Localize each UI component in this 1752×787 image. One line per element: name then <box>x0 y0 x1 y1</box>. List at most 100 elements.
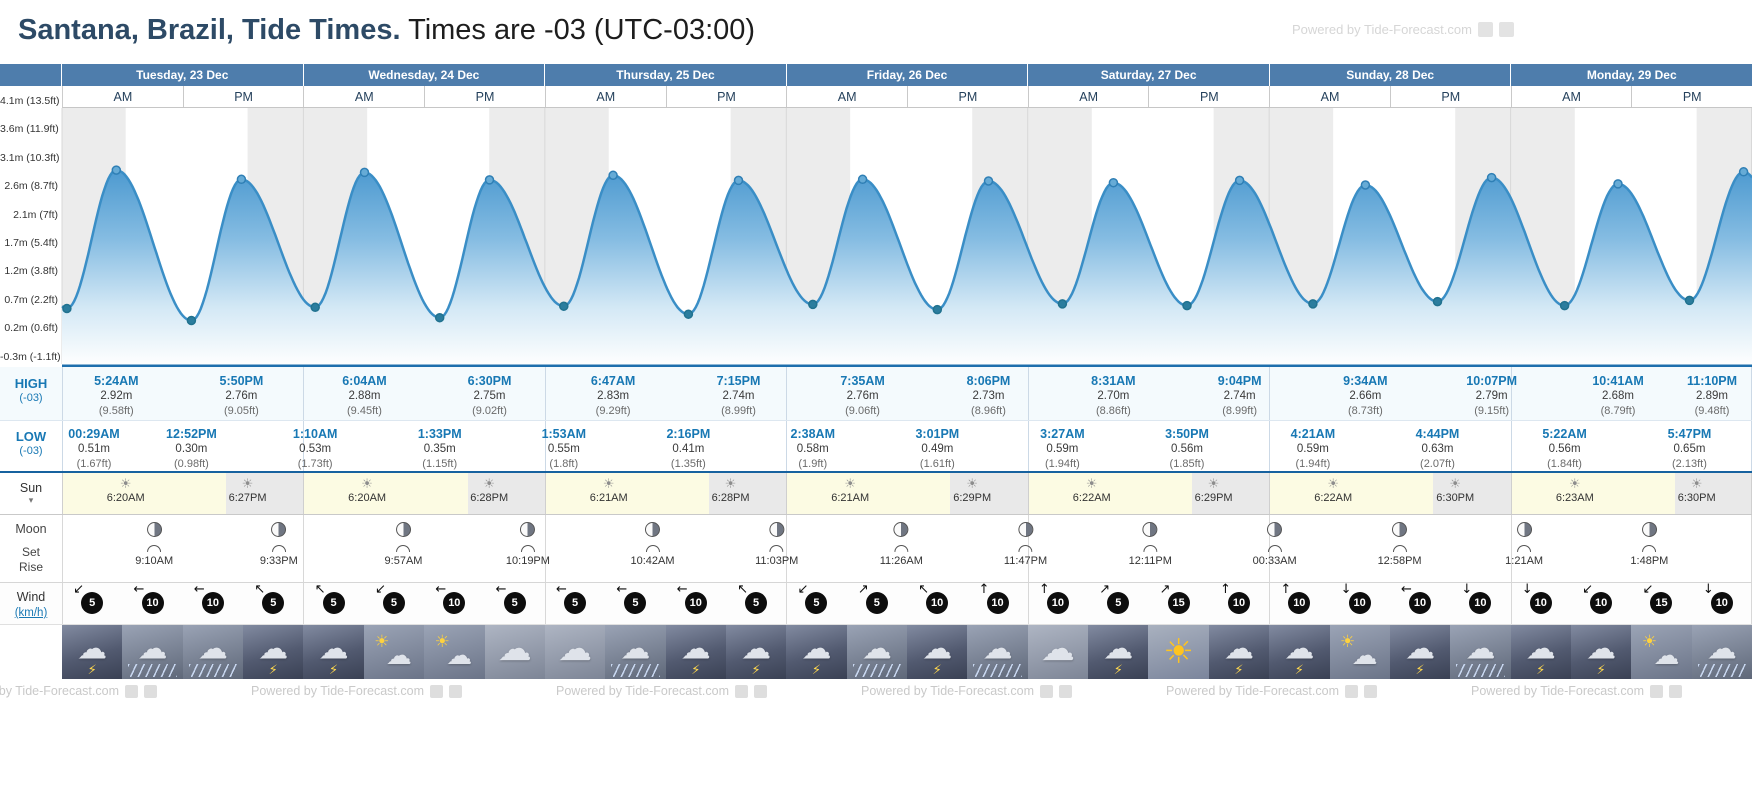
share-icon <box>449 684 462 698</box>
weather-row: ☁ ⚡ ☁ ☁ ☁ ⚡ ☁ ⚡ ☀ ☁ ☀ ☁ ☁ ☁ ☁ ☁ ⚡ ☁ ⚡ ☁ ⚡ ☁ ☁ ⚡ ☁ ☁ ☁ ⚡ ☀ ☁ ⚡ ☁ ⚡ ☀ ☁ ☁ ⚡ ☁ ☁ ⚡… <box>62 625 1752 679</box>
dusk-band <box>950 473 1028 514</box>
sunrise-time: 6:20AM <box>106 492 145 504</box>
y-axis-label: 3.6m (11.9ft) <box>0 123 59 136</box>
tide-height-m: 0.59m <box>1296 443 1329 455</box>
weather-icon-cloud: ☁ <box>484 625 545 679</box>
sun-row: Sun ▾ ☀ 6:20AM ☀ 6:27PM ☀ 6:20AM ☀ 6:28PM ☀ 6:21A… <box>0 473 1752 515</box>
chevron-down-icon: ▾ <box>28 495 34 506</box>
weather-icon-rain: ☁ <box>122 625 183 679</box>
wind-direction-arrow: ← <box>1401 582 1412 597</box>
tide-height-m: 2.75m <box>473 390 506 402</box>
sunrise-icon: ☀ <box>1085 477 1098 492</box>
sunset-time: 6:29PM <box>1194 492 1233 504</box>
tide-height-m: 2.79m <box>1475 390 1508 402</box>
tide-time: 2:38AM <box>790 427 835 441</box>
tide-height-ft: (8.99ft) <box>1222 404 1258 417</box>
moon-time: 12:58PM <box>1377 555 1422 567</box>
watermark-text: Powered by Tide-Forecast.com <box>251 684 424 698</box>
column-header-pm: PM <box>1682 89 1702 104</box>
moonrise-set-icon <box>147 545 162 552</box>
wind-direction-arrow: ↗ <box>1159 582 1171 597</box>
lightning-icon: ⚡ <box>1536 663 1546 678</box>
wind-direction-arrow: ↙ <box>73 582 85 597</box>
sun-icon: ☀ <box>1641 632 1658 653</box>
weather-icon-storm: ☁ ⚡ <box>907 625 968 679</box>
sun-row-toggle[interactable]: Sun ▾ <box>0 481 62 505</box>
high-tide-point <box>1108 177 1119 188</box>
rain-streaks-icon <box>852 664 902 677</box>
day-divider <box>303 515 305 582</box>
wind-indicator: ↑ 10 <box>1039 582 1069 614</box>
wind-indicator: ← 10 <box>435 582 466 614</box>
tide-height-ft: (9.15ft) <box>1474 404 1510 417</box>
share-icon <box>1498 22 1514 37</box>
share-icon <box>1345 684 1358 698</box>
high-tide-point <box>1360 180 1371 190</box>
sunset-time: 6:27PM <box>228 492 267 504</box>
high-tide-label: HIGH (-03) <box>0 376 62 406</box>
tide-low-entry: 4:21AM 0.59m (1.94ft) <box>1291 426 1335 471</box>
wind-indicator: ↗ 15 <box>1160 582 1190 614</box>
high-tide-point <box>111 165 122 175</box>
wind-direction-arrow: ↖ <box>314 582 326 597</box>
weather-icon-rain: ☁ <box>182 625 244 679</box>
tide-height-ft: (1.67ft) <box>76 457 112 470</box>
sun-label-text: Sun <box>19 481 43 495</box>
day-divider <box>1510 367 1512 420</box>
wind-speed: 10 <box>1474 597 1487 609</box>
weather-icon-storm: ☁ ⚡ <box>1389 625 1451 679</box>
sunrise-group: ☀ 6:21AM <box>590 478 628 505</box>
weather-icon-storm: ☁ ⚡ <box>243 625 304 679</box>
column-header-pm: PM <box>184 86 305 107</box>
moon-set-label: Set <box>21 544 40 559</box>
tide-height-m: 0.65m <box>1673 443 1706 455</box>
wind-direction-arrow: ↗ <box>1099 582 1111 597</box>
wind-speed: 5 <box>270 597 277 609</box>
moon-phase-icon <box>1641 522 1657 537</box>
moon-event-group: 11:26AM <box>880 522 923 567</box>
tide-height-m: 0.30m <box>175 443 208 455</box>
tide-height-m: 2.89m <box>1696 390 1728 402</box>
moonrise-set-icon <box>645 545 660 552</box>
tide-height-ft: (9.48ft) <box>1694 404 1730 417</box>
moonrise-set-icon <box>1392 545 1407 552</box>
weather-icon-storm: ☁ ⚡ <box>725 625 787 679</box>
wind-direction-arrow: ← <box>556 582 567 597</box>
day-divider <box>544 583 546 624</box>
storm-cloud-icon: ☁ <box>1405 631 1436 667</box>
share-icon <box>144 684 157 698</box>
tide-time: 8:31AM <box>1091 374 1136 388</box>
dusk-band <box>709 473 787 514</box>
wind-speed: 10 <box>1594 597 1608 609</box>
y-axis-label: 4.1m (13.5ft) <box>0 94 60 107</box>
column-header-am: AM <box>1512 86 1633 107</box>
tide-time: 3:01PM <box>915 427 960 441</box>
day-header-0: Tuesday, 23 Dec <box>62 64 304 86</box>
wind-speed: 10 <box>1413 597 1427 609</box>
high-tide-point <box>983 176 994 186</box>
sunset-group: ☀ 6:28PM <box>712 478 750 505</box>
weather-icon-storm: ☁ ⚡ <box>665 625 726 679</box>
storm-cloud-icon: ☁ <box>922 631 953 667</box>
share-icon <box>430 684 443 698</box>
wind-speed: 5 <box>330 597 337 609</box>
wind-direction-arrow: ← <box>616 582 628 597</box>
tide-high-entry: 6:47AM 2.83m (9.29ft) <box>591 373 635 418</box>
wind-direction-arrow: ← <box>133 582 145 597</box>
sunset-group: ☀ 6:29PM <box>1195 478 1233 505</box>
wind-speed: 10 <box>146 597 159 609</box>
weather-icon-cloud: ☁ <box>544 625 606 679</box>
daylight-band <box>1510 473 1675 514</box>
high-tide-point <box>733 175 744 186</box>
sunrise-group: ☀ 6:20AM <box>348 478 386 505</box>
lightning-icon: ⚡ <box>932 663 942 678</box>
sunrise-icon: ☀ <box>1568 477 1581 492</box>
wind-unit-link[interactable]: (km/h) <box>14 606 48 619</box>
tide-low-entry: 2:16PM 0.41m (1.35ft) <box>666 426 710 471</box>
watermark: Powered by Tide-Forecast.com <box>251 684 462 698</box>
storm-cloud-icon: ☁ <box>1224 631 1254 667</box>
weather-icon-sun: ☀ <box>1148 625 1209 679</box>
column-header-am: AM <box>1029 86 1150 107</box>
day-divider <box>62 367 63 420</box>
daylight-band <box>786 473 951 514</box>
